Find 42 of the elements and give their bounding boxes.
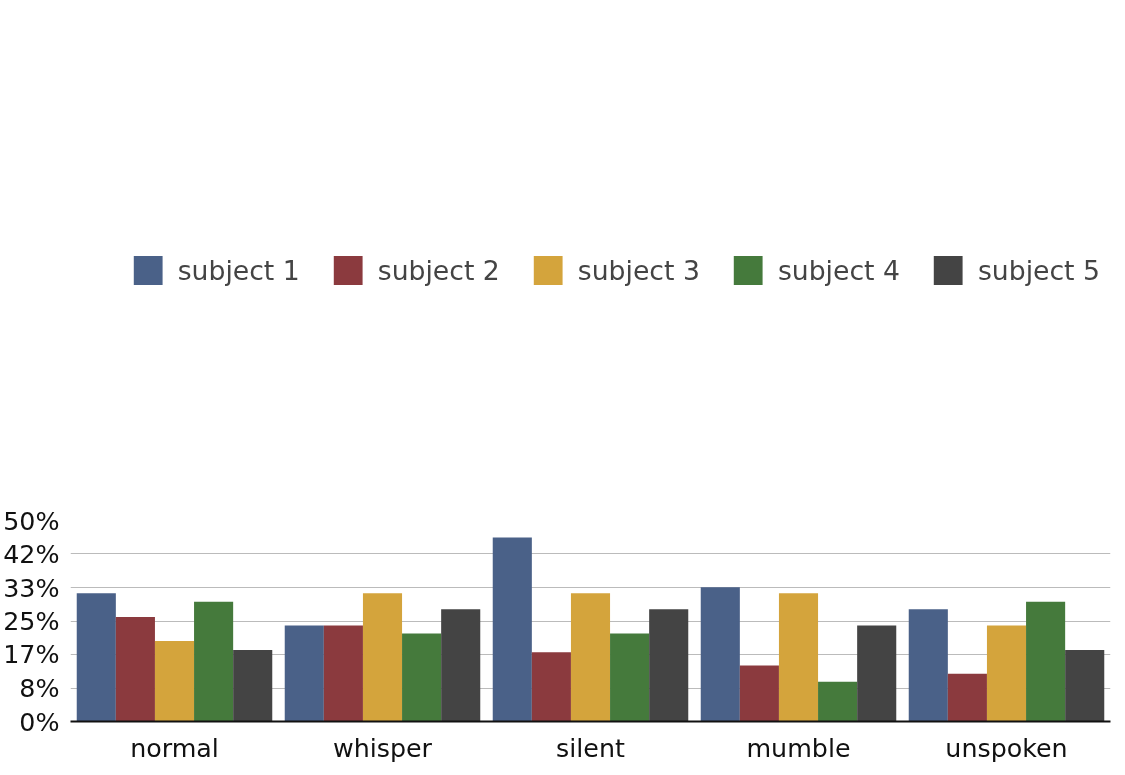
bar [492, 537, 532, 722]
bar [857, 625, 897, 722]
y-tick-label: 0% [19, 706, 60, 737]
bar [402, 633, 442, 722]
x-tick-label: normal [130, 732, 219, 763]
bar [570, 593, 611, 722]
bar [818, 681, 858, 722]
bar [194, 601, 234, 722]
y-tick-label: 50% [3, 505, 60, 536]
x-tick-label: mumble [746, 732, 851, 763]
legend-label: subject 3 [577, 254, 700, 286]
y-tick-label: 33% [3, 572, 60, 603]
bar [323, 625, 363, 722]
legend-label: subject 1 [177, 254, 300, 286]
legend-label: subject 2 [377, 254, 500, 286]
bar [154, 641, 195, 722]
bar [947, 673, 987, 722]
bar [610, 633, 650, 722]
bar [986, 625, 1027, 722]
bar [649, 609, 689, 722]
bar [115, 616, 155, 722]
bar [700, 587, 740, 722]
bar [284, 625, 324, 722]
bar [908, 609, 948, 722]
y-tick-label: 42% [3, 539, 60, 569]
y-tick-label: 8% [19, 673, 60, 703]
bar [441, 609, 481, 722]
y-tick-label: 25% [3, 606, 60, 636]
bar [739, 665, 779, 722]
legend-label: subject 5 [977, 254, 1100, 286]
bar [76, 593, 116, 722]
bar [531, 652, 571, 722]
bar [233, 649, 273, 722]
legend-label: subject 4 [777, 254, 900, 286]
x-tick-label: unspoken [945, 732, 1068, 763]
bar [362, 593, 403, 722]
x-tick-label: whisper [332, 732, 433, 763]
bar [1026, 601, 1066, 722]
bar [1065, 649, 1105, 722]
x-tick-label: silent [556, 732, 625, 763]
y-tick-label: 17% [3, 639, 60, 670]
bar [778, 593, 819, 722]
